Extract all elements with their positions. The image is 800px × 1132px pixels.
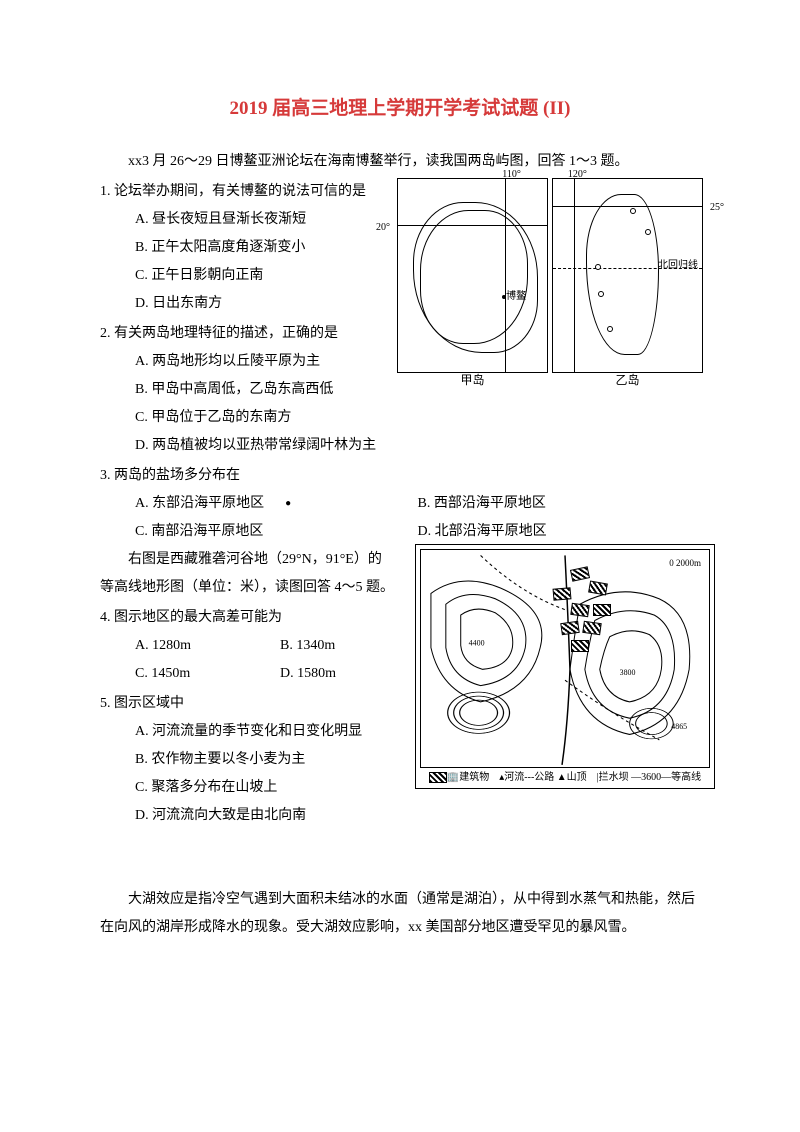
map-yi-caption: 乙岛 [553, 368, 702, 392]
svg-text:4865: 4865 [671, 722, 687, 731]
q5-opt-d: D. 河流流向大致是由北向南 [135, 802, 425, 830]
q2-opt-c: C. 甲岛位于乙岛的东南方 [135, 404, 700, 432]
map-jia-caption: 甲岛 [398, 368, 547, 392]
figure-two-islands: 110° 20° 博鳌 甲岛 120° 25° 北回归线 [395, 178, 705, 373]
q4-opt-c: C. 1450m [135, 660, 280, 688]
lake-effect-intro: 大湖效应是指冷空气遇到大面积未结冰的水面（通常是湖泊），从中得到水蒸气和热能，然… [100, 886, 700, 942]
q1-opt-b: B. 正午太阳高度角逐渐变小 [135, 234, 425, 262]
page-title: 2019 届高三地理上学期开学考试试题 (II) [100, 90, 700, 128]
q3-opt-c: C. 南部沿海平原地区 [135, 518, 418, 546]
svg-text:4400: 4400 [469, 638, 485, 647]
figure-contour: 4400 3800 4865 0 2000m 🏢建筑物 ▴河流---公路 ▲山顶… [415, 544, 715, 789]
q4-opt-a: A. 1280m [135, 632, 280, 660]
q5-opt-a: A. 河流流量的季节变化和日变化明显 [135, 718, 425, 746]
map-yi: 120° 25° 北回归线 乙岛 [552, 178, 703, 373]
q1-opt-d: D. 日出东南方 [135, 290, 425, 318]
q3-opt-d: D. 北部沿海平原地区 [418, 518, 701, 546]
q1-opt-c: C. 正午日影朝向正南 [135, 262, 425, 290]
q3-opt-a: A. 东部沿海平原地区 [135, 496, 264, 511]
map-jia-lat: 20° [376, 218, 390, 238]
map-jia: 110° 20° 博鳌 甲岛 [397, 178, 548, 373]
intro-text: xx3 月 26～29 日博鳌亚洲论坛在海南博鳌举行，读我国两岛屿图，回答 1～… [100, 148, 700, 176]
map-yi-lat: 25° [710, 198, 724, 218]
q3-stem: 3. 两岛的盐场多分布在 [100, 462, 700, 490]
q5-opt-c: C. 聚落多分布在山坡上 [135, 774, 425, 802]
q4-opt-b: B. 1340m [280, 632, 425, 660]
q3-opt-b: B. 西部沿海平原地区 [418, 490, 701, 518]
map-jia-place: 博鳌 [506, 291, 526, 302]
map-yi-lng: 120° [568, 165, 587, 185]
contour-legend: 🏢建筑物 ▴河流---公路 ▲山顶 |拦水坝 —3600—等高线 [420, 768, 710, 784]
q2-opt-d: D. 两岛植被均以亚热带常绿阔叶林为主 [135, 432, 700, 460]
map-yi-tropic-label: 北回归线 [658, 256, 698, 276]
q4-opt-d: D. 1580m [280, 660, 425, 688]
q5-opt-b: B. 农作物主要以冬小麦为主 [135, 746, 425, 774]
contour-scale: 0 2000m [667, 554, 703, 572]
svg-text:3800: 3800 [620, 667, 636, 676]
